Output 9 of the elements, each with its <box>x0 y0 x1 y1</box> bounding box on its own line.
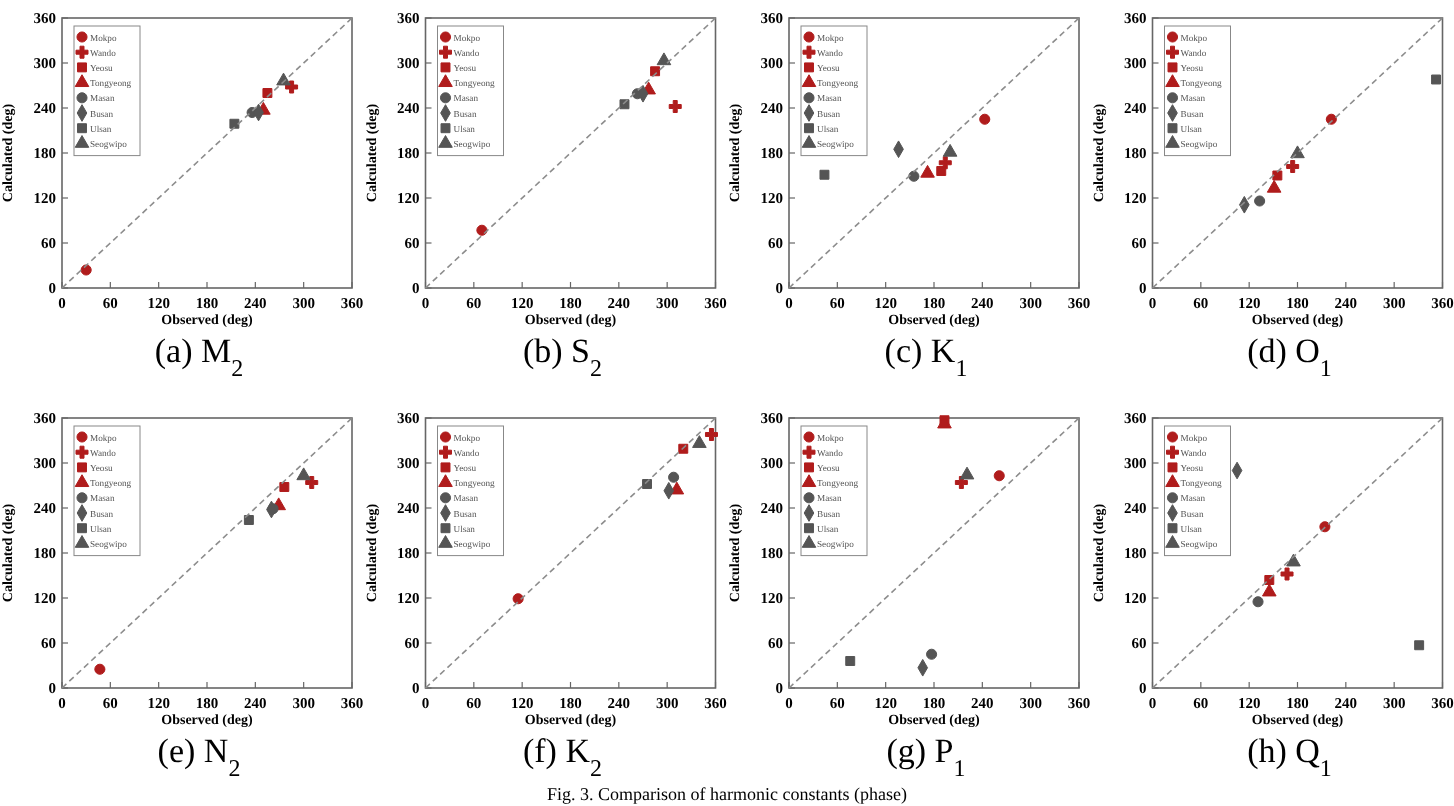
text: (b) S$_{2}$ <box>522 332 603 382</box>
text: (h) Q$_{1}$ <box>1247 732 1332 782</box>
text: (a) M$_{2}$ <box>154 332 244 382</box>
text: (d) O$_{1}$ <box>1247 332 1332 382</box>
text: (g) P$_{1}$ <box>886 732 966 782</box>
text: (e) N$_{2}$ <box>157 732 241 782</box>
caption: Fig. 3. Comparison of harmonic constants (phase) <box>547 784 907 804</box>
text: (c) K$_{1}$ <box>884 332 968 382</box>
text: (f) K$_{2}$ <box>522 732 603 782</box>
